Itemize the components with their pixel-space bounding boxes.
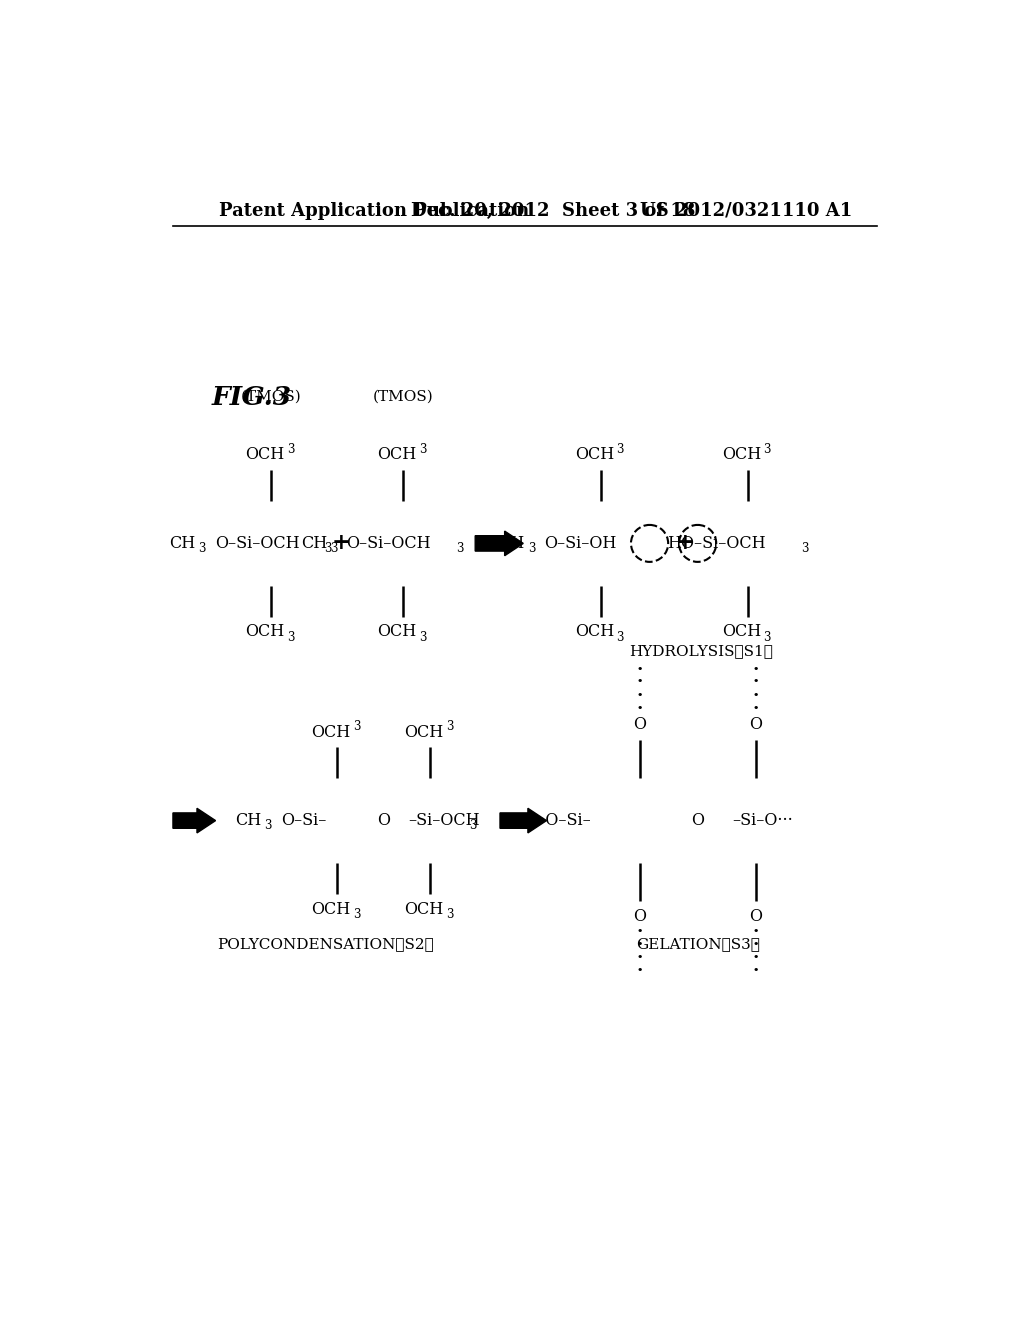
- Text: OCH: OCH: [311, 900, 350, 917]
- Text: ·: ·: [753, 949, 759, 966]
- Text: 3: 3: [764, 444, 771, 455]
- FancyArrow shape: [173, 808, 216, 833]
- Text: HO–Si–OCH: HO–Si–OCH: [667, 535, 765, 552]
- Text: HYDROLYSIS（S1）: HYDROLYSIS（S1）: [630, 644, 773, 659]
- Text: 3: 3: [456, 543, 463, 556]
- Text: 3: 3: [764, 631, 771, 644]
- Text: O: O: [750, 715, 762, 733]
- Text: ·: ·: [636, 923, 643, 941]
- Text: +: +: [675, 532, 694, 554]
- Text: ·: ·: [636, 962, 643, 979]
- Text: GELATION（S3）: GELATION（S3）: [636, 937, 760, 950]
- Text: O: O: [633, 908, 646, 925]
- Text: O: O: [750, 908, 762, 925]
- Text: ···O–Si–: ···O–Si–: [531, 812, 592, 829]
- Text: OCH: OCH: [311, 723, 350, 741]
- Text: FIG.3: FIG.3: [212, 384, 292, 409]
- Text: OCH: OCH: [574, 446, 614, 463]
- FancyArrow shape: [475, 531, 523, 556]
- Text: 3: 3: [445, 721, 454, 733]
- Text: CH: CH: [301, 535, 327, 552]
- Text: 3: 3: [528, 543, 536, 556]
- Text: OCH: OCH: [377, 623, 417, 640]
- Text: ·: ·: [753, 923, 759, 941]
- Text: O: O: [377, 812, 390, 829]
- Text: Patent Application Publication: Patent Application Publication: [219, 202, 529, 219]
- Text: 3: 3: [287, 444, 294, 455]
- Text: ·: ·: [753, 936, 759, 954]
- Text: O: O: [633, 715, 646, 733]
- Text: 3: 3: [419, 444, 426, 455]
- Text: O–Si–OCH: O–Si–OCH: [346, 535, 431, 552]
- Text: ·: ·: [636, 949, 643, 966]
- Text: 3: 3: [199, 543, 206, 556]
- Text: CH: CH: [234, 812, 261, 829]
- Text: ·: ·: [636, 700, 643, 718]
- Text: OCH: OCH: [722, 446, 762, 463]
- Text: ·: ·: [636, 936, 643, 954]
- Text: O–Si–OCH: O–Si–OCH: [215, 535, 299, 552]
- Text: ·: ·: [636, 661, 643, 680]
- FancyArrow shape: [500, 808, 547, 833]
- Text: ·: ·: [636, 686, 643, 705]
- Text: OCH: OCH: [246, 446, 285, 463]
- Text: 3: 3: [264, 820, 272, 833]
- Text: 3: 3: [616, 444, 624, 455]
- Text: OCH: OCH: [574, 623, 614, 640]
- Text: 3: 3: [331, 543, 338, 556]
- Text: ·: ·: [753, 962, 759, 979]
- Text: ·: ·: [636, 673, 643, 690]
- Text: (TMOS): (TMOS): [241, 391, 302, 404]
- Text: 3: 3: [352, 721, 360, 733]
- Text: ·: ·: [753, 686, 759, 705]
- Text: US 2012/0321110 A1: US 2012/0321110 A1: [640, 202, 852, 219]
- Text: (TMOS): (TMOS): [373, 391, 433, 404]
- Text: POLYCONDENSATION（S2）: POLYCONDENSATION（S2）: [217, 937, 434, 950]
- Text: 3: 3: [469, 820, 476, 833]
- Text: OCH: OCH: [404, 900, 443, 917]
- Text: CH: CH: [169, 535, 196, 552]
- Text: 3: 3: [352, 908, 360, 921]
- Text: OCH: OCH: [404, 723, 443, 741]
- Text: Dec. 20, 2012  Sheet 3 of 18: Dec. 20, 2012 Sheet 3 of 18: [411, 202, 695, 219]
- Text: 3: 3: [324, 543, 332, 556]
- Text: ·: ·: [753, 700, 759, 718]
- Text: ·: ·: [753, 661, 759, 680]
- Text: OCH: OCH: [377, 446, 417, 463]
- Text: O: O: [691, 812, 705, 829]
- Text: –Si–O···: –Si–O···: [732, 812, 794, 829]
- Text: 3: 3: [445, 908, 454, 921]
- Text: 3: 3: [419, 631, 426, 644]
- Text: 3: 3: [616, 631, 624, 644]
- Text: 3: 3: [287, 631, 294, 644]
- Text: +: +: [332, 532, 350, 554]
- Text: OCH: OCH: [246, 623, 285, 640]
- Text: O–Si–: O–Si–: [281, 812, 326, 829]
- Text: ·: ·: [753, 673, 759, 690]
- Text: CH: CH: [499, 535, 524, 552]
- Text: OCH: OCH: [722, 623, 762, 640]
- Text: 3: 3: [801, 543, 808, 556]
- Text: O–Si–OH: O–Si–OH: [544, 535, 616, 552]
- Text: –Si–OCH: –Si–OCH: [409, 812, 480, 829]
